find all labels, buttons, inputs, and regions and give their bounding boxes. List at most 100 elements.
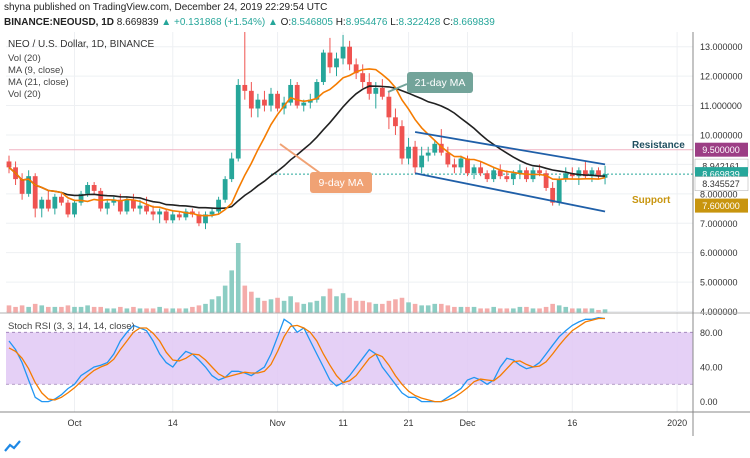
channel-lower-line [414, 172, 606, 213]
ma9-callout: 9-day MA [279, 143, 372, 193]
low-value: 8.322428 [398, 17, 441, 28]
candle-body [170, 214, 176, 221]
candle-body [307, 99, 313, 103]
level-lines [9, 149, 693, 175]
candle-body [104, 202, 110, 209]
candle-body [504, 176, 510, 180]
candle-body [137, 205, 143, 209]
volume-bar [550, 303, 555, 313]
candle-body [248, 90, 254, 109]
candlestick-series[interactable] [6, 32, 608, 230]
price-tick-label: 5.000000 [700, 278, 738, 288]
candle-body [327, 52, 333, 68]
price-tick-label: 6.000000 [700, 248, 738, 258]
time-tick-label: 21 [404, 418, 414, 428]
volume-bar [150, 308, 156, 313]
current-price: 8.669839 [116, 17, 159, 28]
rsi-tick-label: 40.00 [700, 362, 723, 372]
candle-body [386, 96, 392, 118]
moving-averages [8, 68, 606, 217]
ma21-callout: 21-day MA [387, 72, 473, 93]
legend-item-ma21: MA (21, close) [8, 77, 69, 88]
volume-bar [419, 305, 424, 313]
volume-bar [445, 305, 451, 313]
volume-bar [137, 308, 143, 313]
candle-body [163, 211, 169, 221]
candle-body [144, 205, 149, 212]
candle-body [255, 99, 261, 109]
resistance-label: Resistance [632, 140, 685, 151]
price-tick-label: 4.000000 [700, 307, 738, 317]
low-label: L: [390, 17, 399, 28]
time-tick-label: Dec [459, 418, 476, 428]
candle-body [478, 167, 483, 174]
volume-bar [530, 308, 536, 313]
volume-bar [268, 299, 274, 313]
candle-body [294, 84, 300, 106]
volume-bar [262, 300, 267, 313]
candle-body [543, 173, 549, 188]
volume-bar [288, 296, 293, 313]
candle-body [32, 176, 38, 209]
volume-bar [452, 306, 457, 313]
volume-bar [386, 300, 392, 313]
volume-bar [294, 302, 300, 313]
price-tag-box [695, 142, 748, 157]
candle-body [399, 126, 405, 159]
volume-bar [275, 297, 280, 313]
volume-bar [504, 308, 510, 313]
candle-body [196, 214, 202, 224]
symbol-bar: BINANCE:NEOUSD, 1D 8.669839 ▲ +0.131868 … [0, 16, 750, 32]
volume-bar [570, 308, 575, 313]
candle-body [556, 179, 562, 203]
volume-bar [484, 308, 490, 313]
close-label: C: [443, 17, 454, 28]
candle-body [517, 170, 523, 174]
volume-bar [511, 308, 516, 313]
volume-bar [602, 309, 608, 313]
time-tick-label: 11 [338, 418, 347, 428]
time-tick-label: 14 [168, 418, 178, 428]
symbol-label: BINANCE:NEOUSD, 1D [4, 17, 115, 28]
candle-body [589, 170, 595, 177]
volume-bar [543, 306, 549, 313]
volume-bar [576, 308, 582, 313]
ma21-callout-label: 21-day MA [415, 77, 466, 89]
volume-bar [131, 306, 136, 313]
time-tick-label: Oct [67, 418, 82, 428]
volume-bar [360, 300, 365, 313]
candle-body [602, 174, 608, 178]
candle-body [563, 173, 569, 180]
rsi-k-line [8, 316, 606, 403]
open-value: 8.546805 [291, 17, 333, 28]
candle-body [347, 46, 352, 65]
price-tag-box [695, 198, 748, 213]
candle-body [111, 199, 117, 203]
up-triangle-icon: ▲ [267, 17, 278, 28]
candle-body [229, 158, 235, 180]
candle-body [209, 211, 215, 215]
candle-body [52, 196, 58, 209]
volume-bar [589, 308, 595, 313]
time-tick-label: 2020 [667, 418, 687, 428]
ma9-line [8, 68, 606, 217]
time-tick-label: 16 [567, 418, 577, 428]
candle-body [314, 82, 320, 100]
volume-bar [432, 303, 438, 313]
volume-bars [6, 243, 608, 313]
volume-bar [321, 296, 326, 313]
price-chart[interactable]: 13.00000012.00000011.00000010.0000009.00… [0, 32, 750, 436]
volume-bar [308, 302, 313, 313]
candle-body [366, 82, 372, 94]
candle-body [458, 158, 464, 168]
volume-bar [478, 308, 483, 313]
volume-bar [124, 308, 130, 313]
candle-body [176, 214, 182, 218]
volume-bar [399, 297, 405, 313]
volume-bar [471, 306, 477, 313]
candle-body [45, 199, 51, 209]
volume-bar [393, 299, 398, 313]
volume-bar [249, 291, 254, 313]
volume-bar [59, 306, 64, 313]
volume-bar [196, 305, 202, 313]
